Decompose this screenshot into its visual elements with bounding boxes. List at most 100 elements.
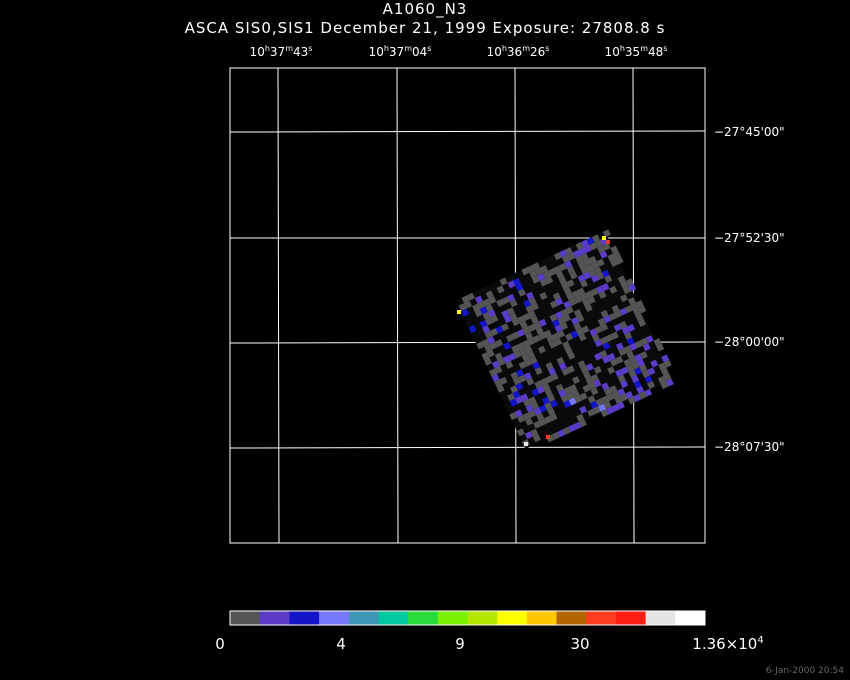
colorbar-label: 30 xyxy=(570,635,590,653)
image-pixel xyxy=(528,409,537,418)
image-pixel xyxy=(494,365,503,374)
image-pixel xyxy=(538,418,547,427)
image-pixel xyxy=(530,315,539,324)
ra-grid-line xyxy=(396,67,399,544)
image-pixel xyxy=(565,306,574,315)
colorbar-swatch xyxy=(348,611,379,625)
image-pixel xyxy=(587,381,596,390)
image-pixel xyxy=(563,287,572,296)
image-pixel xyxy=(509,312,518,321)
image-pixel xyxy=(610,245,619,254)
image-pixel xyxy=(514,409,523,418)
colorbar xyxy=(229,610,706,626)
image-pixel xyxy=(630,302,639,311)
image-pixel xyxy=(526,291,534,300)
image-pixel xyxy=(531,302,539,311)
image-pixel xyxy=(610,331,619,340)
image-pixel xyxy=(573,421,582,430)
image-pixel xyxy=(591,333,600,342)
ra-tick-label: 10h37m04s xyxy=(368,44,432,59)
image-pixel xyxy=(639,364,648,373)
image-pixel xyxy=(545,362,554,370)
image-pixel xyxy=(585,290,594,299)
dec-tick-label: −28°00'00" xyxy=(714,335,785,349)
image-pixel xyxy=(595,398,604,407)
image-pixel xyxy=(636,385,645,394)
image-pixel xyxy=(574,295,583,304)
image-pixel xyxy=(582,384,591,393)
image-pixel xyxy=(596,258,605,267)
bright-spot xyxy=(524,442,528,446)
image-pixel xyxy=(619,393,628,402)
ra-tick-label: 10h36m26s xyxy=(486,44,550,59)
dec-tick-label: −27°45'00" xyxy=(714,125,785,139)
image-pixel xyxy=(583,244,592,253)
image-pixel xyxy=(510,371,519,380)
image-pixel xyxy=(614,396,623,405)
image-pixel xyxy=(628,283,637,292)
image-pixel xyxy=(641,370,650,378)
image-pixel xyxy=(603,387,612,396)
image-pixel xyxy=(623,345,632,354)
image-pixel xyxy=(634,353,643,362)
image-pixel xyxy=(615,369,624,378)
image-pixel xyxy=(663,359,672,368)
image-pixel xyxy=(591,261,600,270)
image-pixel xyxy=(511,331,520,340)
image-pixel xyxy=(576,413,585,422)
image-pixel xyxy=(596,272,605,281)
image-pixel xyxy=(626,337,635,346)
image-pixel xyxy=(619,321,628,329)
image-pixel xyxy=(528,297,537,306)
image-pixel xyxy=(624,305,633,314)
image-pixel xyxy=(558,389,567,398)
image-pixel xyxy=(601,382,610,391)
image-pixel xyxy=(524,431,533,440)
bright-spot xyxy=(457,310,461,314)
image-pixel xyxy=(566,279,575,288)
image-pixel xyxy=(600,309,609,318)
image-pixel xyxy=(599,350,608,358)
image-pixel xyxy=(572,376,580,385)
image-pixel xyxy=(599,250,608,259)
image-pixel xyxy=(558,362,567,371)
image-pixel xyxy=(548,340,557,349)
image-pixel xyxy=(461,308,470,317)
image-pixel xyxy=(507,393,516,402)
image-pixel xyxy=(588,255,597,264)
image-pixel xyxy=(532,334,541,343)
image-pixel xyxy=(600,409,609,418)
colorbar-swatch xyxy=(675,611,706,625)
image-pixel xyxy=(640,337,649,346)
colorbar-swatch xyxy=(230,611,260,625)
colorbar-swatch xyxy=(437,611,468,625)
image-pixel xyxy=(616,401,625,410)
image-pixel xyxy=(489,341,498,350)
image-pixel xyxy=(539,404,547,413)
image-pixel xyxy=(499,277,508,286)
colorbar-swatch xyxy=(289,611,320,625)
image-pixel xyxy=(533,420,542,429)
image-pixel xyxy=(509,412,518,420)
image-pixel xyxy=(650,359,659,368)
image-pixel xyxy=(496,384,505,393)
dec-grid-line xyxy=(229,446,706,449)
image-pixel xyxy=(551,332,560,341)
image-pixel xyxy=(524,358,533,367)
bright-spot xyxy=(602,236,606,240)
image-pixel xyxy=(458,303,467,312)
image-pixel xyxy=(597,245,605,254)
image-pixel xyxy=(642,343,651,352)
image-pixel xyxy=(539,292,548,300)
image-pixel xyxy=(578,247,587,256)
image-pixel xyxy=(626,364,634,373)
image-pixel xyxy=(607,352,616,361)
image-pixel xyxy=(531,401,539,410)
image-pixel xyxy=(534,267,543,276)
image-pixel xyxy=(626,350,635,359)
image-pixel xyxy=(483,357,492,366)
image-pixel xyxy=(575,242,584,250)
dec-tick-label: −28°07'30" xyxy=(714,440,785,454)
image-pixel xyxy=(576,314,585,323)
image-pixel xyxy=(580,279,588,288)
